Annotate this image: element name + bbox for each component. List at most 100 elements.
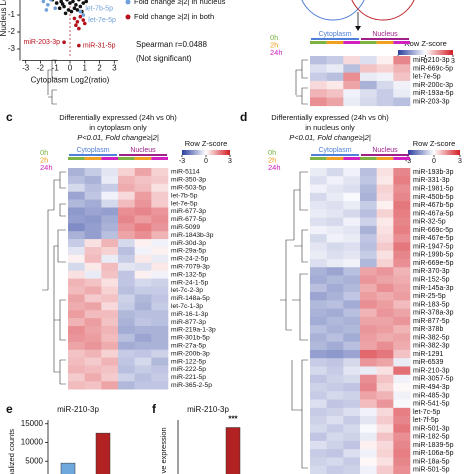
heatmap-cell bbox=[310, 267, 327, 276]
heatmap-cell bbox=[376, 374, 394, 384]
heatmap-title: Differentially expressed (24h vs 0h) bbox=[59, 113, 177, 122]
scatter-point bbox=[77, 26, 81, 31]
heatmap-cell bbox=[310, 424, 327, 433]
heatmap-cell bbox=[151, 262, 169, 271]
heatmap-cell bbox=[376, 275, 394, 285]
heatmap-cell bbox=[84, 294, 102, 303]
heatmap-cell bbox=[360, 209, 377, 218]
scatter-point bbox=[81, 1, 86, 5]
heatmap-cell bbox=[310, 465, 327, 474]
heatmap-cell bbox=[151, 349, 169, 358]
heatmap-cell bbox=[326, 308, 344, 318]
row-label: miR-16-1-3p bbox=[171, 311, 209, 318]
heatmap-cell bbox=[84, 223, 102, 232]
heatmap-cell bbox=[101, 326, 119, 335]
heatmap-cell bbox=[343, 258, 361, 268]
time-bar bbox=[101, 157, 118, 160]
dendrogram bbox=[42, 171, 66, 385]
y-tick-label: -3 bbox=[8, 44, 16, 53]
time-bar bbox=[360, 157, 377, 160]
heatmap-cell bbox=[310, 225, 327, 235]
scatter-point bbox=[41, 0, 46, 4]
timepoint-legend: 24h bbox=[40, 163, 53, 172]
heatmap-cell bbox=[151, 223, 169, 232]
heatmap-cell bbox=[151, 247, 169, 256]
colorbar-tick-label: 3 bbox=[228, 158, 232, 165]
group-bar bbox=[119, 154, 167, 156]
heatmap-cell bbox=[393, 64, 411, 73]
heatmap-cell bbox=[393, 374, 411, 384]
heatmap-cell bbox=[310, 325, 327, 334]
heatmap-cell bbox=[326, 184, 344, 194]
heatmap-cell bbox=[376, 316, 394, 326]
heatmap-cell bbox=[134, 231, 152, 240]
heatmap-cell bbox=[310, 209, 327, 218]
heatmap-cell bbox=[343, 267, 361, 276]
group-bar bbox=[69, 154, 117, 156]
heatmap-cell bbox=[360, 184, 377, 194]
heatmap-cell bbox=[118, 262, 135, 271]
heatmap-cell bbox=[360, 457, 377, 467]
heatmap-cell bbox=[101, 223, 119, 232]
row-label: miR-219a-1-3p bbox=[171, 327, 216, 334]
heatmap-cell bbox=[393, 89, 411, 98]
heatmap-cell bbox=[393, 72, 411, 82]
heatmap-cell bbox=[68, 326, 85, 335]
timepoint-legend: 2h bbox=[270, 40, 278, 49]
row-label: miR-494-3p bbox=[413, 384, 450, 391]
heatmap-cell bbox=[118, 373, 135, 382]
heatmap-cell bbox=[393, 316, 411, 326]
heatmap-cell bbox=[310, 440, 327, 450]
heatmap-cell bbox=[326, 192, 344, 202]
row-label: miR-3057-5p bbox=[413, 376, 454, 383]
row-label: miR-467a-5p bbox=[413, 210, 454, 217]
row-label: let-7c-1-3p bbox=[171, 303, 203, 310]
heatmap-cell bbox=[393, 366, 411, 376]
heatmap-cell bbox=[101, 231, 119, 240]
heatmap-cell bbox=[134, 310, 152, 319]
heatmap-cell bbox=[118, 302, 135, 311]
scatter-point bbox=[72, 16, 77, 21]
row-label: miR-301b-5p bbox=[171, 335, 210, 342]
scatter-point bbox=[81, 13, 86, 17]
heatmap-cell bbox=[326, 349, 344, 359]
heatmap-cell bbox=[84, 278, 102, 287]
row-label: miR-501-3p bbox=[413, 425, 450, 432]
heatmap-cell bbox=[151, 183, 169, 192]
heatmap-cell bbox=[101, 247, 119, 256]
heatmap-cell bbox=[134, 302, 152, 311]
colorbar-tick-label: -3 bbox=[179, 158, 185, 165]
row-label: miR-382-3p bbox=[413, 343, 450, 350]
scatter-point bbox=[69, 9, 74, 14]
heatmap-cell bbox=[326, 391, 344, 400]
heatmap-cell bbox=[393, 358, 411, 367]
scatter-point bbox=[77, 43, 81, 48]
heatmap-cell bbox=[310, 80, 327, 90]
time-bar bbox=[376, 41, 394, 44]
scatter-point bbox=[53, 6, 58, 10]
bar bbox=[95, 432, 111, 474]
heatmap-cell bbox=[376, 184, 394, 194]
row-label: miR-1839-5p bbox=[413, 442, 454, 449]
heatmap-cell bbox=[84, 302, 102, 311]
stat-text: Spearman r=0.0488 bbox=[136, 40, 207, 49]
time-bar bbox=[84, 157, 102, 160]
heatmap-cell bbox=[310, 366, 327, 376]
heatmap-cell bbox=[118, 286, 135, 295]
point-annotation: miR-31-5p bbox=[83, 42, 116, 49]
timepoint-legend: 2h bbox=[268, 155, 276, 164]
heatmap-cell bbox=[360, 383, 377, 392]
heatmap-cell bbox=[360, 168, 377, 177]
x-tick-label: 0 bbox=[68, 64, 73, 73]
heatmap-cell bbox=[101, 341, 119, 350]
heatmap-cell bbox=[376, 250, 394, 260]
heatmap-cell bbox=[360, 56, 377, 65]
point-annotation: let-7e-5p bbox=[88, 17, 116, 24]
heatmap-cell bbox=[376, 89, 394, 98]
row-label: let-7e-5p bbox=[413, 74, 441, 81]
heatmap-cell bbox=[310, 449, 327, 458]
scatter-point bbox=[75, 20, 80, 24]
heatmap-title: in nucleus only bbox=[305, 123, 355, 132]
dendrogram bbox=[295, 59, 308, 105]
heatmap-cell bbox=[360, 234, 377, 243]
